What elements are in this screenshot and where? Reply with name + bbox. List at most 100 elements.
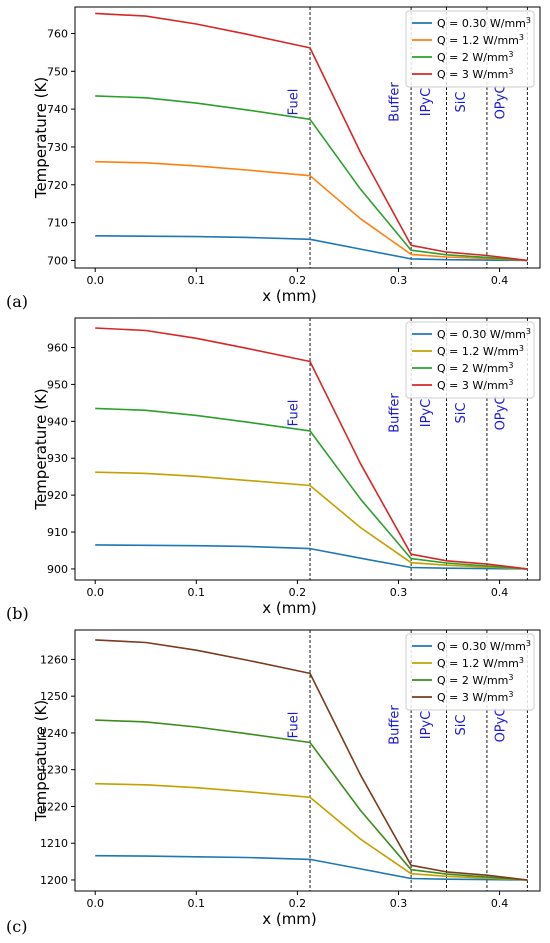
legend-entry-superscript: 3 [519,344,524,353]
region-label: Fuel [286,89,301,116]
y-tick-label: 1260 [40,653,68,666]
legend-entry-superscript: 3 [526,16,531,25]
legend-entry: Q = 2 W/mm3 [437,673,513,687]
x-tick-label: 0.2 [289,897,307,910]
legend-box [405,10,535,88]
region-label: SiC [454,403,469,424]
legend-entry-label: Q = 2 W/mm [437,51,508,64]
y-tick-label: 960 [47,342,68,355]
legend-entry: Q = 0.30 W/mm3 [437,639,531,653]
legend-entry-superscript: 3 [526,639,531,648]
panel-label: (b) [6,604,29,623]
region-label: Fuel [286,712,301,739]
legend-entry-label: Q = 3 W/mm [437,68,508,81]
y-tick-label: 710 [47,217,68,230]
legend-entry-label: Q = 0.30 W/mm [437,17,526,30]
region-label: IPyC [419,88,434,116]
legend-entry: Q = 1.2 W/mm3 [437,33,524,47]
legend-box [405,633,535,711]
legend-entry-superscript: 3 [508,361,513,370]
region-label: Buffer [387,82,402,122]
x-tick-label: 0.2 [289,586,307,599]
y-tick-label: 1250 [40,690,68,703]
x-tick-label: 0.4 [491,897,509,910]
chart-panel: 0.0 0.1 0.2 0.3 0.4 900 910 920 930 940 950 960 x (m… [6,317,541,623]
legend-entry-label: Q = 3 W/mm [437,691,508,704]
legend-entry-label: Q = 1.2 W/mm [437,345,519,358]
x-tick-label: 0.0 [86,586,104,599]
y-axis-title: Temperature (K) [32,388,50,510]
series-line [95,12,528,262]
y-tick-label: 940 [47,415,68,428]
legend-entry-superscript: 3 [508,378,513,387]
y-tick-label: 760 [47,27,68,40]
x-tick-label: 0.3 [390,586,408,599]
x-axis-title: x (mm) [262,910,317,928]
region-label: OPyC [494,396,509,431]
x-tick-label: 0.3 [390,274,408,287]
y-tick-label: 930 [47,452,68,465]
legend-entry-label: Q = 0.30 W/mm [437,328,526,341]
legend-entry-superscript: 3 [508,673,513,682]
legend-entry: Q = 1.2 W/mm3 [437,344,524,358]
x-tick-label: 0.0 [86,274,104,287]
chart-panel: 0.0 0.1 0.2 0.3 0.4 1200 1210 1220 1230 1240 1250 1… [6,629,541,936]
region-label: OPyC [494,85,509,120]
chart-panel: 0.0 0.1 0.2 0.3 0.4 700 710 720 730 740 750 760 x (m… [6,6,541,311]
y-tick-label: 1210 [40,837,68,850]
series-line [95,327,528,570]
series-line [95,160,528,262]
series-line [95,95,528,262]
y-tick-label: 1240 [40,727,68,740]
y-axis-title: Temperature (K) [32,77,50,199]
x-axis-title: x (mm) [262,287,317,305]
y-tick-label: 920 [47,489,68,502]
series-line [95,407,528,570]
x-tick-label: 0.1 [188,897,206,910]
x-axis-title: x (mm) [262,599,317,617]
legend-entry-label: Q = 3 W/mm [437,379,508,392]
legend-entry-superscript: 3 [526,327,531,336]
y-tick-label: 720 [47,179,68,192]
series-line [95,544,528,570]
region-label: Buffer [387,705,402,745]
x-tick-label: 0.4 [491,274,509,287]
legend-entry: Q = 1.2 W/mm3 [437,656,524,670]
legend-entry-label: Q = 2 W/mm [437,674,508,687]
x-tick-label: 0.2 [289,274,307,287]
legend-entry-label: Q = 1.2 W/mm [437,34,519,47]
y-tick-label: 750 [47,65,68,78]
legend-entry-superscript: 3 [519,33,524,42]
y-tick-label: 1230 [40,764,68,777]
y-tick-label: 1200 [40,874,68,887]
x-tick-label: 0.4 [491,586,509,599]
region-label: IPyC [419,399,434,427]
x-tick-label: 0.0 [86,897,104,910]
legend-entry-superscript: 3 [508,50,513,59]
y-tick-label: 740 [47,103,68,116]
region-label: SiC [454,715,469,736]
legend-entry: Q = 2 W/mm3 [437,50,513,64]
y-tick-label: 910 [47,526,68,539]
y-tick-label: 700 [47,254,68,267]
x-tick-label: 0.1 [188,274,206,287]
y-axis-title: Temperature (K) [32,700,50,822]
series-line [95,719,528,881]
region-label: Fuel [286,400,301,427]
legend-entry: Q = 0.30 W/mm3 [437,327,531,341]
legend-entry-label: Q = 2 W/mm [437,362,508,375]
x-tick-label: 0.3 [390,897,408,910]
y-tick-label: 900 [47,563,68,576]
y-tick-label: 1220 [40,800,68,813]
series-line [95,471,528,570]
y-tick-label: 950 [47,378,68,391]
legend-entry-label: Q = 1.2 W/mm [437,657,519,670]
panel-label: (c) [6,917,27,936]
series-line [95,782,528,881]
series-line [95,639,528,881]
legend-entry-label: Q = 0.30 W/mm [437,640,526,653]
region-label: OPyC [494,708,509,743]
region-label: Buffer [387,393,402,433]
legend-entry: Q = 3 W/mm3 [437,378,513,392]
